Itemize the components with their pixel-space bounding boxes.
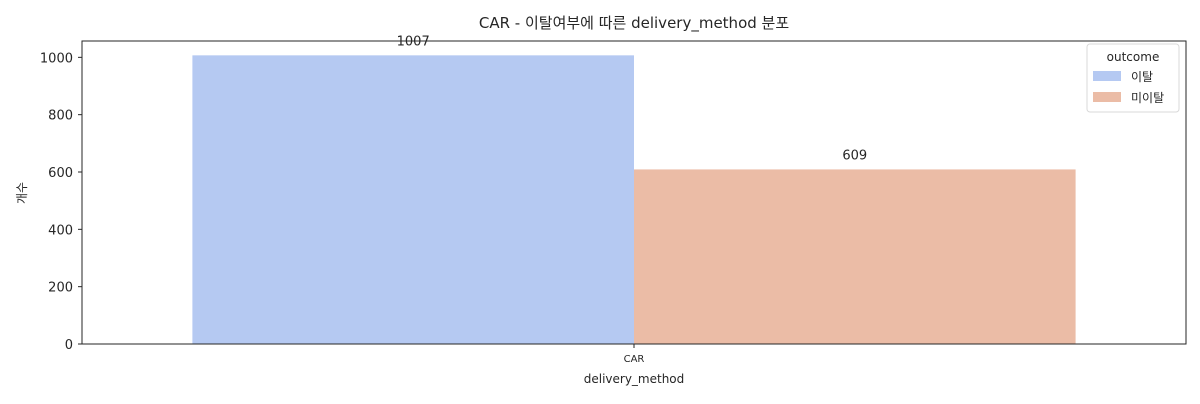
x-axis-label: delivery_method	[584, 372, 685, 386]
legend-title: outcome	[1107, 50, 1160, 64]
data-label: 609	[842, 148, 867, 163]
y-tick-label: 400	[48, 223, 73, 238]
legend-swatch	[1093, 92, 1121, 102]
legend-swatch	[1093, 71, 1121, 81]
y-tick-label: 1000	[40, 51, 73, 66]
y-tick-label: 800	[48, 109, 73, 124]
chart-title: CAR - 이탈여부에 따른 delivery_method 분포	[479, 14, 789, 33]
legend-label: 이탈	[1131, 70, 1153, 84]
y-axis-label: 개수	[15, 182, 29, 204]
axes-layer: CAR 0 200 400 600 800 1000	[40, 40, 1187, 365]
bar-미이탈-CAR	[634, 169, 1076, 344]
y-tick-label: 200	[48, 281, 73, 296]
x-tick-label: CAR	[624, 354, 645, 365]
bars-layer	[192, 55, 1076, 345]
data-labels-layer: 1007 609	[397, 34, 868, 163]
legend-label: 미이탈	[1131, 91, 1164, 105]
bar-이탈-CAR	[192, 55, 634, 345]
y-tick-label: 0	[65, 338, 73, 353]
data-label: 1007	[397, 34, 430, 49]
plot-frame	[81, 40, 1187, 345]
y-tick-label: 600	[48, 166, 73, 181]
